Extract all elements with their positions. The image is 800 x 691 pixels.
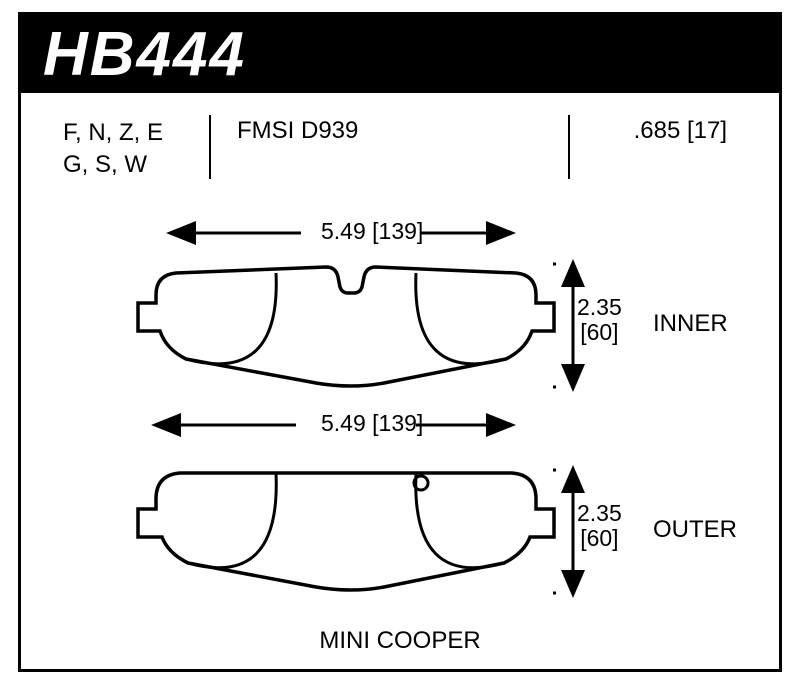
inner-pad: [126, 255, 556, 395]
vehicle-label: MINI COOPER: [21, 627, 779, 655]
compounds-line-2: G, S, W: [63, 149, 163, 181]
height-dim-outer: 2.35 [60]: [577, 501, 622, 552]
fmsi-code: FMSI D939: [237, 117, 358, 145]
outer-label: OUTER: [653, 516, 737, 544]
separator-2: [568, 115, 570, 179]
thickness-spec: .685 [17]: [634, 117, 727, 145]
separator-1: [209, 115, 211, 179]
height-dim-inner: 2.35 [60]: [577, 295, 622, 346]
outer-pad: [126, 455, 556, 600]
part-number: HB444: [43, 19, 246, 90]
width-dim-upper: 5.49 [139]: [321, 218, 423, 245]
header-bar: HB444: [21, 15, 779, 93]
diagram-area: 5.49 [139] 2.35 [60] INNER 5.49 [139]: [21, 215, 779, 655]
compounds-list: F, N, Z, E G, S, W: [63, 117, 163, 182]
inner-label: INNER: [653, 310, 728, 338]
width-dim-lower: 5.49 [139]: [321, 410, 423, 437]
compounds-line-1: F, N, Z, E: [63, 117, 163, 149]
